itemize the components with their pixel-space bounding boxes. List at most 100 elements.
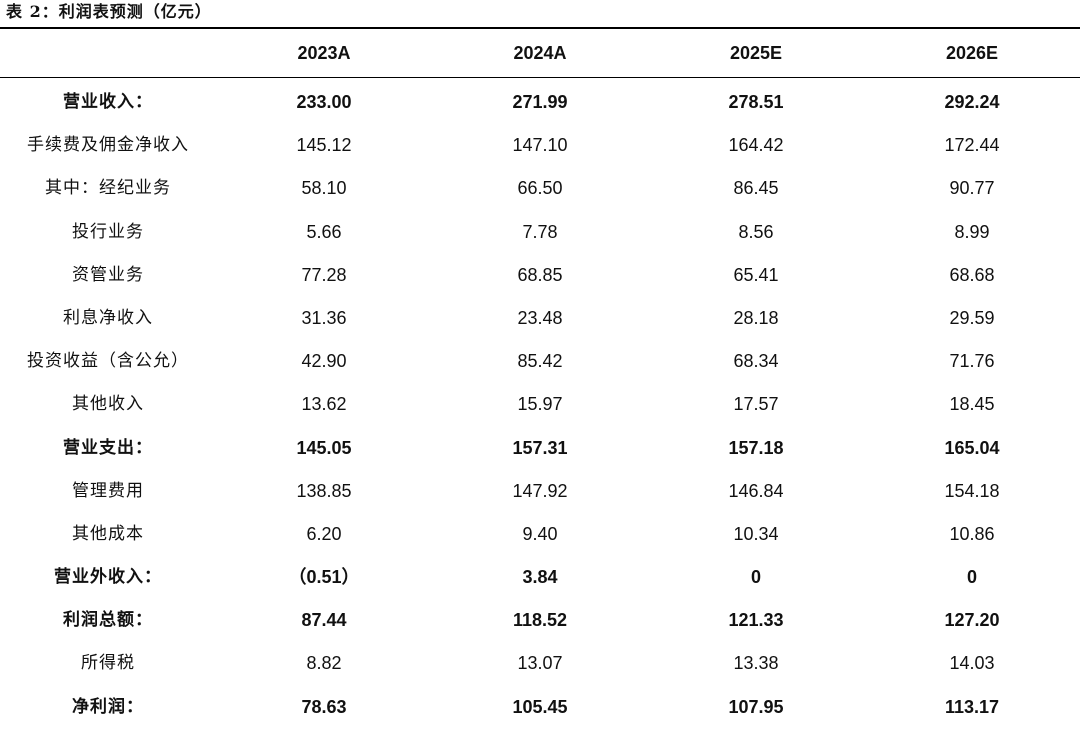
header-cell-2025e: 2025E [729,43,783,63]
row-label: 资管业务 [72,264,144,285]
row-label: 净利润： [72,696,144,717]
value-2024a: 147.92 [512,480,568,501]
table-row: 投资收益（含公允） 42.90 85.42 68.34 71.76 [0,340,1080,383]
row-label: 其中：经纪业务 [45,178,171,199]
value-2023a: 233.00 [296,92,352,112]
table-row: 营业外收入： （0.51） 3.84 0 0 [0,556,1080,599]
table-row: 手续费及佣金净收入 145.12 147.10 164.42 172.44 [0,124,1080,167]
value-2023a: 58.10 [301,178,347,199]
value-2024a: 9.40 [522,523,558,544]
value-2023a: 42.90 [301,351,347,372]
value-2024a: 23.48 [517,307,563,328]
value-2025e: 86.45 [733,178,779,199]
value-2026e: 14.03 [949,653,995,674]
header-cell-2024a: 2024A [513,43,567,63]
value-2024a: 105.45 [512,696,568,717]
value-2024a: 3.84 [522,567,558,588]
value-2023a: 87.44 [301,610,347,631]
row-label: 管理费用 [72,480,144,501]
table-row: 其他收入 13.62 15.97 17.57 18.45 [0,383,1080,426]
value-2026e: 172.44 [944,135,1000,156]
table-row: 营业支出： 145.05 157.31 157.18 165.04 [0,427,1080,470]
value-2026e: 113.17 [944,696,1000,717]
row-label: 利润总额： [63,610,153,631]
value-2023a: 77.28 [301,264,347,285]
table-row: 其中：经纪业务 58.10 66.50 86.45 90.77 [0,167,1080,210]
value-2023a: 6.20 [306,523,342,544]
value-2025e: 8.56 [738,221,774,242]
value-2024a: 15.97 [517,394,563,415]
value-2025e: 13.38 [733,653,779,674]
value-2026e: 292.24 [944,92,1000,112]
value-2026e: 127.20 [944,610,1000,631]
value-2025e: 121.33 [728,610,784,631]
table-row: 利润总额： 87.44 118.52 121.33 127.20 [0,599,1080,642]
table-row: 净利润： 78.63 105.45 107.95 113.17 [0,686,1080,729]
value-2023a: 145.12 [296,135,352,156]
table-row: 其他成本 6.20 9.40 10.34 10.86 [0,513,1080,556]
value-2025e: 17.57 [733,394,779,415]
table-row: 投行业务 5.66 7.78 8.56 8.99 [0,211,1080,254]
value-2023a: 145.05 [296,437,352,458]
value-2024a: 147.10 [512,135,568,156]
header-cell-2026e: 2026E [945,43,999,63]
value-2023a: 138.85 [296,480,352,501]
value-2024a: 85.42 [517,351,563,372]
row-label: 投行业务 [72,221,144,242]
header-cell-2023a: 2023A [297,43,351,63]
table-row: 资管业务 77.28 68.85 65.41 68.68 [0,254,1080,297]
row-label: 其他成本 [72,523,144,544]
table-row: 所得税 8.82 13.07 13.38 14.03 [0,642,1080,685]
value-2025e: 0 [750,567,761,588]
row-label: 其他收入 [72,394,144,415]
value-2025e: 146.84 [728,480,784,501]
row-label: 利息净收入 [63,307,153,328]
table-header-rule [0,77,1080,78]
value-2024a: 13.07 [517,653,563,674]
value-2026e: 165.04 [944,437,1000,458]
table-body: 营业收入： 233.00 271.99 278.51 292.24 手续费及佣金… [0,81,1080,729]
value-2026e: 0 [966,567,977,588]
table-top-rule [0,27,1080,29]
value-2025e: 28.18 [733,307,779,328]
value-2023a: 8.82 [306,653,342,674]
value-2024a: 157.31 [512,437,568,458]
row-label: 营业外收入： [54,567,162,588]
value-2023a: 5.66 [306,221,342,242]
value-2026e: 90.77 [949,178,995,199]
value-2025e: 107.95 [728,696,784,717]
value-2026e: 29.59 [949,307,995,328]
value-2023a: （0.51） [288,567,360,588]
value-2024a: 68.85 [517,264,563,285]
value-2026e: 10.86 [949,523,995,544]
row-label: 营业收入： [63,92,153,112]
value-2025e: 157.18 [728,437,784,458]
value-2026e: 154.18 [944,480,1000,501]
value-2025e: 65.41 [733,264,779,285]
row-label: 投资收益（含公允） [27,351,189,372]
value-2025e: 164.42 [728,135,784,156]
value-2025e: 10.34 [733,523,779,544]
table-header-row: 2023A 2024A 2025E 2026E [0,30,1080,76]
value-2026e: 8.99 [954,221,990,242]
row-label: 所得税 [81,653,135,674]
value-2026e: 18.45 [949,394,995,415]
value-2026e: 71.76 [949,351,995,372]
table-row: 营业收入： 233.00 271.99 278.51 292.24 [0,81,1080,124]
value-2023a: 31.36 [301,307,347,328]
value-2023a: 13.62 [301,394,347,415]
table-row: 利息净收入 31.36 23.48 28.18 29.59 [0,297,1080,340]
value-2024a: 118.52 [512,610,568,631]
value-2025e: 68.34 [733,351,779,372]
value-2024a: 66.50 [517,178,563,199]
table-row: 管理费用 138.85 147.92 146.84 154.18 [0,470,1080,513]
header-cell-label [0,30,216,76]
value-2025e: 278.51 [728,92,784,112]
row-label: 营业支出： [63,437,153,458]
value-2024a: 271.99 [512,92,568,112]
table-caption: 表 2：利润表预测（亿元） [6,2,212,21]
value-2023a: 78.63 [301,696,347,717]
value-2024a: 7.78 [522,221,558,242]
value-2026e: 68.68 [949,264,995,285]
row-label: 手续费及佣金净收入 [27,135,189,156]
